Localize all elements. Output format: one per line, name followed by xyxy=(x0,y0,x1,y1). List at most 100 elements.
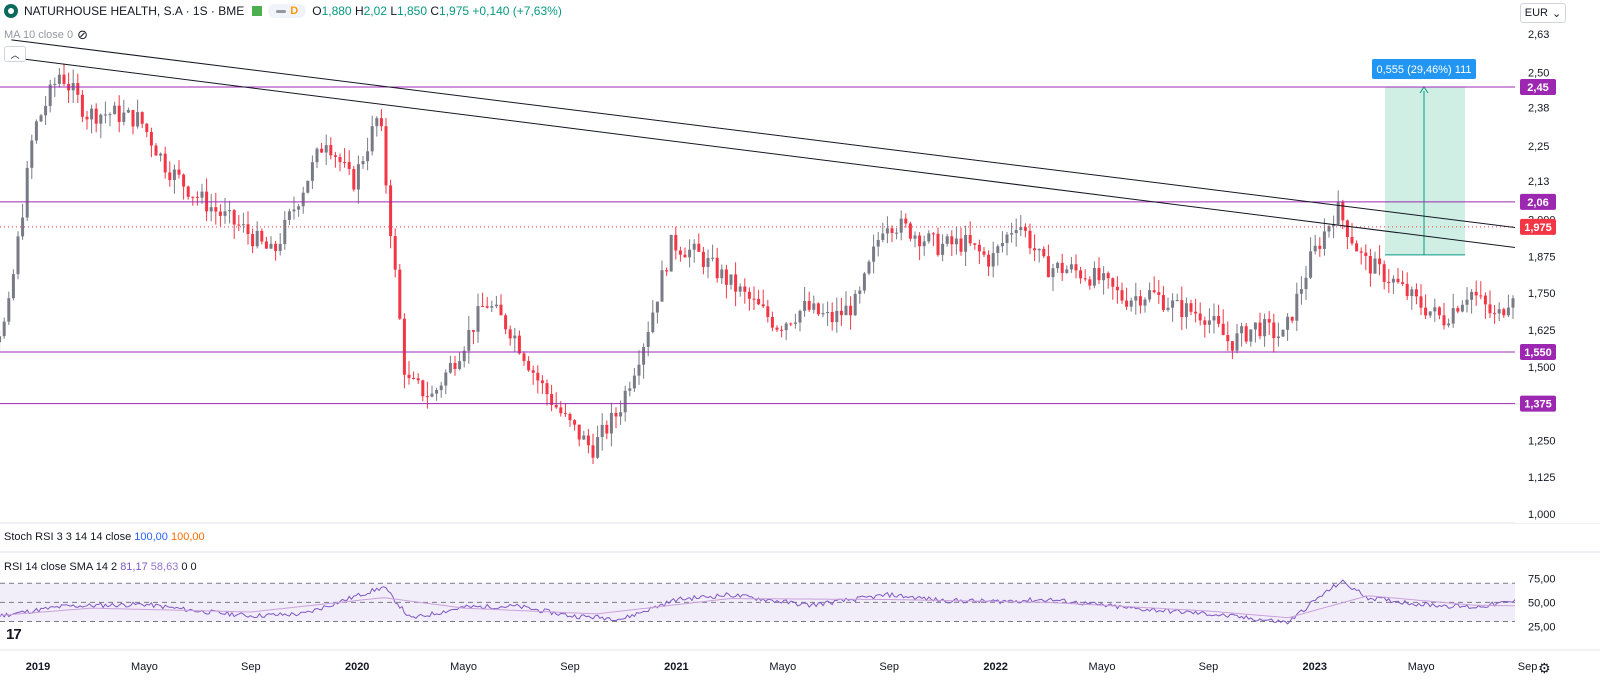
candle xyxy=(876,232,880,257)
candle xyxy=(292,196,296,220)
candle xyxy=(517,330,521,355)
gear-icon[interactable]: ⚙ xyxy=(1538,660,1551,676)
candle xyxy=(232,209,236,239)
candle xyxy=(278,233,282,256)
candle xyxy=(1428,311,1432,318)
candle xyxy=(1189,299,1193,316)
candle xyxy=(1479,281,1483,300)
candle xyxy=(444,369,448,395)
ohlc-values: O1,880 H2,02 L1,850 C1,975 +0,140 (+7,63… xyxy=(312,4,562,18)
price-tick-label: 1,625 xyxy=(1528,325,1556,337)
candle xyxy=(973,242,977,250)
candle xyxy=(1143,297,1147,313)
candle xyxy=(1129,297,1133,312)
candle xyxy=(99,113,103,139)
candle xyxy=(1194,298,1198,323)
candle xyxy=(1019,215,1023,237)
candle xyxy=(131,109,135,135)
candle xyxy=(30,134,34,180)
candle xyxy=(462,346,466,368)
candle xyxy=(57,68,61,88)
candle xyxy=(297,203,301,217)
candle xyxy=(904,213,908,228)
candle xyxy=(867,259,871,276)
candle xyxy=(568,412,572,427)
rsi-legend[interactable]: RSI 14 close SMA 14 2 81,17 58,63 0 0 xyxy=(4,561,197,573)
candle xyxy=(274,241,278,261)
interval-pill[interactable]: D xyxy=(268,4,307,18)
candle xyxy=(103,101,107,124)
currency-selector[interactable]: EUR ⌄ xyxy=(1520,3,1566,23)
ma-label: MA 10 close 0 xyxy=(4,29,74,41)
candle xyxy=(987,250,991,277)
candle xyxy=(402,313,406,389)
ma-legend[interactable]: MA 10 close 0 ⊘ xyxy=(4,27,88,43)
candle xyxy=(370,115,374,156)
candle xyxy=(899,210,903,241)
candle xyxy=(688,239,692,268)
stoch-rsi-legend[interactable]: Stoch RSI 3 3 14 14 close 100,00 100,00 xyxy=(4,531,205,543)
candle xyxy=(329,137,333,160)
candle xyxy=(76,73,80,103)
collapse-legend-button[interactable]: ︿ xyxy=(4,46,26,62)
tradingview-logo-icon[interactable]: 17 xyxy=(6,626,22,643)
candle xyxy=(642,343,646,379)
low-value: 1,850 xyxy=(397,4,428,18)
candle xyxy=(209,193,213,222)
time-tick-label: 2023 xyxy=(1303,661,1327,673)
candle xyxy=(724,264,728,299)
candle xyxy=(1097,257,1101,285)
candle xyxy=(1120,282,1124,304)
candle xyxy=(301,186,305,214)
candle xyxy=(1336,190,1340,226)
candle xyxy=(1000,231,1004,253)
candle xyxy=(7,291,11,326)
price-badge: 2,06 xyxy=(1520,193,1556,210)
candle xyxy=(504,313,508,335)
candle xyxy=(752,286,756,310)
candle xyxy=(872,234,876,274)
candle xyxy=(149,127,153,158)
candle xyxy=(1083,269,1087,282)
candle xyxy=(1304,265,1308,301)
candle xyxy=(21,203,25,240)
candle xyxy=(113,101,117,115)
candle xyxy=(1318,237,1322,257)
candle xyxy=(1102,266,1106,295)
price-tick-label: 2,63 xyxy=(1528,29,1549,41)
candle xyxy=(798,309,802,332)
candle xyxy=(683,247,687,258)
price-tick-label: 1,000 xyxy=(1528,509,1556,521)
candle xyxy=(651,300,655,334)
eye-hidden-icon[interactable]: ⊘ xyxy=(77,27,88,42)
candle xyxy=(844,291,848,316)
candle xyxy=(379,109,383,132)
candle xyxy=(136,99,140,129)
candle xyxy=(913,231,917,248)
candle xyxy=(1447,318,1451,328)
candle xyxy=(1396,267,1400,284)
candle xyxy=(701,247,705,275)
candle xyxy=(793,313,797,329)
candle xyxy=(977,239,981,265)
measure-label: 0,555 (29,46%) 111 xyxy=(1372,59,1476,79)
candle xyxy=(545,379,549,406)
candle xyxy=(310,155,314,190)
candle xyxy=(982,247,986,257)
candle xyxy=(637,350,641,385)
candle xyxy=(632,367,636,392)
rsi-sma-line xyxy=(0,595,1600,619)
symbol-title[interactable]: NATURHOUSE HEALTH, S.A · 1S · BME xyxy=(24,4,245,18)
candle xyxy=(90,104,94,134)
candle xyxy=(251,228,255,254)
time-tick-label: Sep xyxy=(879,661,899,673)
candle xyxy=(885,216,889,244)
rsi-extra-value: 0 0 xyxy=(181,561,197,573)
candle xyxy=(1460,300,1464,313)
candle xyxy=(494,295,498,309)
candle xyxy=(734,262,738,307)
candle xyxy=(747,287,751,311)
candle xyxy=(1442,302,1446,330)
candle xyxy=(241,212,245,233)
